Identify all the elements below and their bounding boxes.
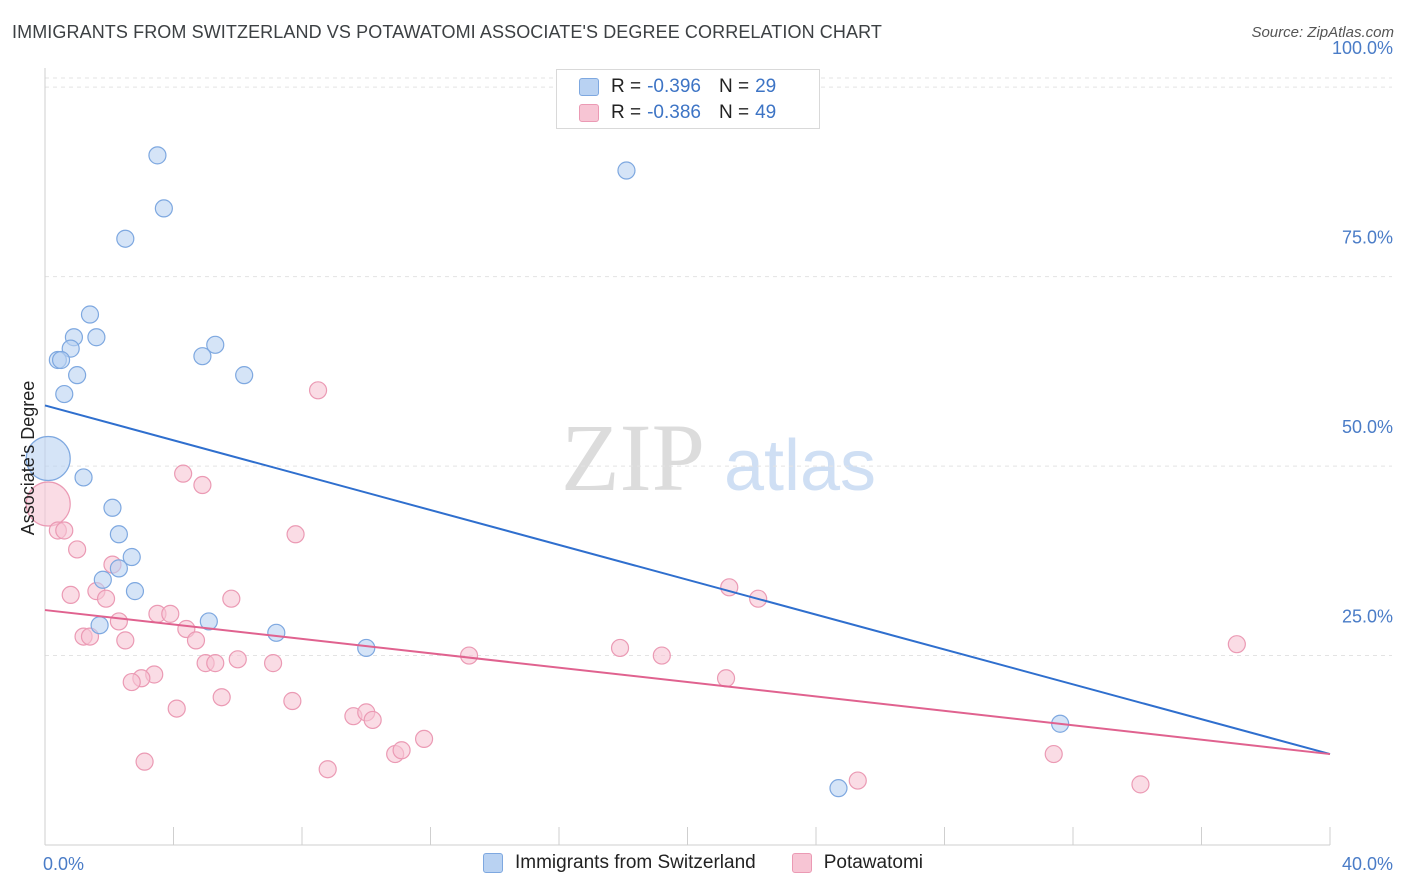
y-tick-label: 50.0% [1342, 417, 1393, 437]
potawatomi-point [135, 752, 154, 771]
potawatomi-trend-line [44, 609, 1331, 756]
y-tick-label: 25.0% [1342, 607, 1393, 627]
potawatomi-point [222, 589, 241, 608]
switzerland-point [235, 366, 254, 385]
switzerland-point [199, 612, 218, 631]
switzerland-point [103, 498, 122, 517]
potawatomi-point [414, 729, 434, 749]
legend-n-value: 49 [755, 102, 777, 123]
potawatomi-point [25, 481, 71, 527]
switzerland-point [617, 161, 636, 180]
switzerland-point [357, 638, 376, 658]
potawatomi-point [392, 741, 411, 760]
trend-lines [44, 404, 1331, 756]
potawatomi-point [161, 604, 180, 623]
legend-swatch-blue [482, 853, 503, 873]
potawatomi-point [186, 631, 206, 650]
legend-swatch-pink [579, 104, 599, 122]
potawatomi-point [1227, 635, 1246, 654]
switzerland-point [90, 616, 109, 635]
potawatomi-point [610, 638, 630, 658]
switzerland-point [206, 335, 225, 354]
legend-r-value: -0.386 [647, 102, 701, 123]
potawatomi-point [228, 650, 247, 669]
switzerland-point [80, 305, 100, 324]
legend-r-value: -0.396 [647, 76, 701, 97]
potawatomi-point [61, 585, 80, 605]
switzerland-point [109, 525, 128, 544]
legend-n-label: N = [718, 76, 750, 97]
potawatomi-point [212, 688, 231, 707]
potawatomi-point [116, 631, 135, 650]
correlation-legend: R = -0.396 N = 29 R = -0.386 N = 49 [556, 69, 820, 129]
potawatomi-point [1044, 744, 1063, 764]
switzerland-point [154, 199, 173, 218]
potawatomi-point [193, 475, 212, 495]
x-tick-label: 0.0% [43, 854, 84, 874]
potawatomi-point [716, 669, 736, 688]
potawatomi-point [167, 699, 186, 718]
potawatomi-point [206, 654, 225, 673]
switzerland-point [74, 468, 93, 487]
potawatomi-point [109, 612, 128, 631]
potawatomi-point [286, 525, 305, 544]
legend-r-label: R = [611, 102, 642, 123]
potawatomi-point [283, 691, 302, 711]
legend-r-label: R = [611, 76, 642, 97]
switzerland-point [267, 623, 286, 642]
legend-n-value: 29 [755, 76, 777, 97]
switzerland-point [829, 779, 848, 798]
potawatomi-point [652, 646, 671, 665]
switzerland-point [51, 350, 71, 370]
switzerland-point [55, 384, 74, 404]
legend-row-potawatomi: R = -0.386 N = 49 [579, 101, 794, 125]
legend-row-switzerland: R = -0.396 N = 29 [579, 75, 794, 99]
potawatomi-point [263, 654, 283, 673]
switzerland-point [109, 559, 128, 578]
y-axis-label: Associate's Degree [18, 381, 38, 536]
switzerland-point [125, 582, 145, 601]
legend-item-potawatomi: Potawatomi [791, 852, 923, 874]
potawatomi-point [68, 540, 87, 559]
potawatomi-point [308, 381, 328, 400]
source-credit: Source: ZipAtlas.com [1251, 24, 1394, 41]
legend-swatch-blue [579, 78, 599, 96]
switzerland-point [87, 328, 106, 347]
y-tick-label: 75.0% [1342, 228, 1393, 248]
legend-label-potawatomi: Potawatomi [823, 852, 923, 873]
watermark-zip: ZIP [561, 404, 705, 511]
series-legend: Immigrants from Switzerland Potawatomi [0, 852, 1406, 874]
switzerland-point [68, 366, 87, 385]
potawatomi-point [1131, 775, 1150, 794]
potawatomi-points [25, 381, 1246, 794]
legend-label-switzerland: Immigrants from Switzerland [514, 852, 756, 873]
switzerland-point [193, 347, 212, 366]
potawatomi-point [848, 771, 867, 790]
y-tick-label: 100.0% [1332, 38, 1393, 58]
potawatomi-point [459, 646, 479, 665]
switzerland-point [148, 146, 167, 165]
legend-n-label: N = [718, 102, 750, 123]
potawatomi-point [318, 760, 337, 779]
switzerland-trend-line [44, 404, 1331, 756]
watermark: ZIP atlas [561, 404, 876, 511]
potawatomi-point [55, 521, 74, 540]
potawatomi-point [96, 589, 116, 608]
x-tick-label: 40.0% [1342, 854, 1393, 874]
axis-labels: 25.0% 50.0% 75.0% 100.0% 0.0% 40.0% Associate'… [18, 38, 1393, 874]
switzerland-point [93, 570, 112, 589]
switzerland-point [116, 229, 135, 248]
chart-title: IMMIGRANTS FROM SWITZERLAND VS POTAWATOM… [12, 22, 882, 42]
potawatomi-point [174, 464, 193, 483]
potawatomi-point [363, 710, 382, 730]
switzerland-point [25, 435, 71, 482]
potawatomi-point [122, 672, 141, 692]
switzerland-point [122, 547, 141, 567]
legend-swatch-pink [791, 853, 812, 873]
legend-item-switzerland: Immigrants from Switzerland [482, 852, 756, 874]
